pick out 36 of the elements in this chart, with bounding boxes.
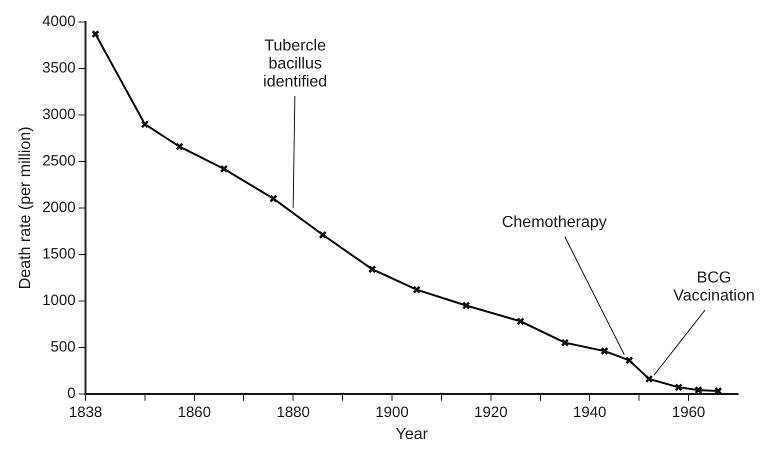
point — [674, 383, 683, 392]
point — [516, 317, 525, 326]
annotation: Tubercle bacillus identified — [263, 37, 328, 90]
y-tick-label: 2000 — [42, 199, 76, 216]
y-tick-label: 1500 — [42, 246, 76, 263]
point — [368, 265, 376, 274]
y-axis-title: Death rate (per million) — [17, 126, 34, 290]
point — [462, 301, 470, 310]
point — [694, 386, 703, 394]
point — [318, 230, 327, 239]
x-tick-label: 1860 — [178, 404, 211, 421]
y-tick-label: 0 — [67, 384, 76, 402]
annotation: BCG Vaccination — [673, 270, 755, 305]
x-axis-title: Year — [396, 426, 429, 443]
point — [644, 374, 654, 384]
point — [140, 120, 149, 128]
y-tick-label: 1000 — [42, 292, 76, 309]
point — [269, 194, 278, 203]
x-tick-label: 1880 — [276, 404, 310, 421]
point — [175, 142, 184, 151]
annotation: Chemotherapy — [502, 214, 607, 232]
y-tick-label: 3500 — [42, 60, 76, 77]
x-tick-label: 1920 — [474, 404, 508, 421]
x-tick-label: 1940 — [573, 404, 606, 421]
x-tick-label: 1900 — [375, 404, 409, 421]
y-tick-label: 500 — [50, 338, 76, 356]
point — [625, 356, 634, 364]
point — [600, 346, 609, 356]
y-tick-label: 4000 — [42, 13, 76, 30]
point — [560, 338, 570, 347]
y-tick-label: 3000 — [42, 106, 76, 124]
point — [220, 164, 228, 173]
y-tick-label: 2500 — [42, 152, 76, 170]
point — [412, 286, 421, 294]
x-tick-label: 1960 — [672, 404, 706, 421]
x-tick-label: 1838 — [68, 404, 102, 421]
